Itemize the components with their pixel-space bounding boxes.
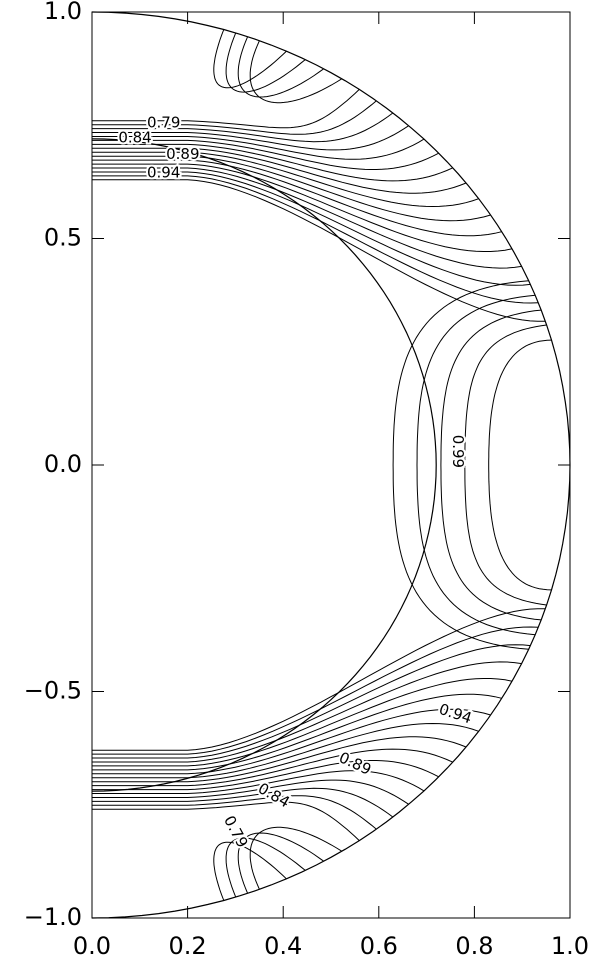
contour-label: 0.89 bbox=[166, 145, 199, 163]
contour-line bbox=[92, 171, 531, 286]
contour-line bbox=[392, 280, 529, 650]
y-tick-label: −0.5 bbox=[24, 677, 82, 705]
contour-label: 0.94 bbox=[437, 700, 474, 727]
shell-boundary bbox=[91, 138, 437, 792]
contour-line bbox=[249, 40, 343, 104]
contour-line bbox=[92, 175, 539, 304]
shell-boundary bbox=[91, 11, 571, 919]
contour-line bbox=[92, 748, 454, 787]
contour-line bbox=[92, 693, 502, 771]
contour-line bbox=[92, 139, 439, 170]
contour-line bbox=[92, 722, 479, 779]
contour-line bbox=[92, 787, 394, 818]
contour-line bbox=[92, 626, 539, 755]
contour-line bbox=[92, 760, 439, 791]
contour-line bbox=[440, 309, 542, 621]
contour-label: 0.84 bbox=[255, 779, 293, 811]
contour-line bbox=[92, 678, 513, 767]
contour-line bbox=[92, 159, 502, 237]
contour-line bbox=[213, 841, 287, 901]
contour-label: 0.84 bbox=[118, 128, 151, 146]
contour-label: 0.89 bbox=[336, 748, 374, 778]
contour-line bbox=[416, 294, 536, 636]
x-tick-label: 0.4 bbox=[264, 932, 302, 960]
y-tick-label: 0.0 bbox=[44, 450, 82, 478]
contour-line bbox=[92, 136, 425, 160]
contour-line bbox=[92, 801, 360, 841]
x-tick-label: 0.6 bbox=[360, 932, 398, 960]
contour-line bbox=[249, 826, 343, 890]
y-tick-label: 0.5 bbox=[44, 224, 82, 252]
contour-line bbox=[92, 143, 454, 182]
contour-line bbox=[92, 179, 546, 322]
contour-line bbox=[92, 125, 409, 151]
contour-line bbox=[488, 339, 552, 591]
contour-line bbox=[92, 736, 467, 783]
x-tick-label: 0.2 bbox=[169, 932, 207, 960]
contour-line bbox=[92, 151, 479, 208]
x-tick-label: 0.0 bbox=[73, 932, 111, 960]
contour-line bbox=[92, 608, 546, 751]
contour-line bbox=[92, 89, 360, 129]
contour-line bbox=[237, 36, 324, 98]
contour-line bbox=[92, 163, 513, 252]
contour-line bbox=[237, 832, 324, 894]
contour-line bbox=[225, 32, 306, 93]
contour-line bbox=[92, 708, 491, 775]
contour-label: 0.99 bbox=[449, 435, 467, 468]
y-tick-label: 1.0 bbox=[44, 0, 82, 25]
contour-line bbox=[225, 837, 306, 898]
contour-line bbox=[92, 795, 377, 830]
contour-line bbox=[92, 100, 377, 135]
x-tick-label: 0.8 bbox=[455, 932, 493, 960]
y-tick-label: −1.0 bbox=[24, 903, 82, 931]
contour-label: 0.94 bbox=[147, 163, 180, 181]
contour-line bbox=[92, 167, 522, 269]
contour-label: 0.79 bbox=[147, 113, 180, 131]
contour-line bbox=[213, 29, 287, 89]
contour-line bbox=[92, 770, 425, 794]
contour-line bbox=[92, 147, 467, 194]
contour-line bbox=[92, 661, 522, 763]
x-tick-label: 1.0 bbox=[551, 932, 589, 960]
contour-line bbox=[92, 112, 394, 143]
contour-line bbox=[92, 644, 531, 759]
contour-line bbox=[92, 155, 491, 222]
contour-line bbox=[464, 324, 547, 606]
contour-label: 0.79 bbox=[220, 813, 252, 851]
contour-line bbox=[92, 779, 409, 805]
